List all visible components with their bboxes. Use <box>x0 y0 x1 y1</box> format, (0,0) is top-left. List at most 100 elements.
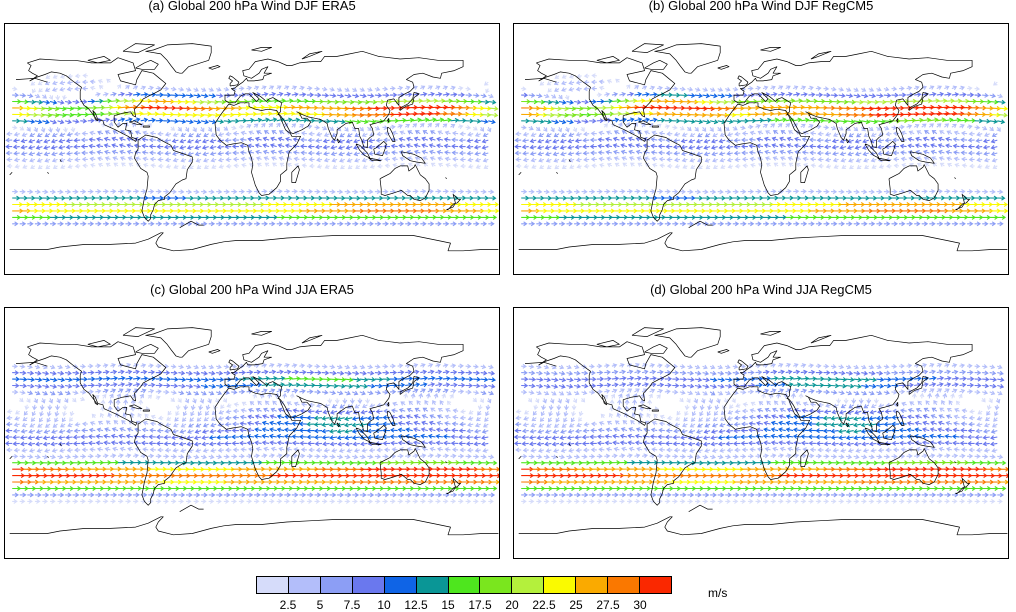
wind-arrow <box>547 417 553 423</box>
wind-arrow <box>731 398 736 404</box>
wind-arrow <box>193 370 201 376</box>
wind-arrow <box>528 125 534 131</box>
wind-arrow <box>672 383 680 389</box>
wind-arrow <box>755 363 762 369</box>
wind-arrow <box>104 149 111 155</box>
wind-arrow <box>186 145 194 150</box>
wind-arrow <box>125 117 133 123</box>
wind-arrow <box>102 453 109 459</box>
wind-arrow <box>329 428 338 434</box>
wind-arrow <box>473 454 480 459</box>
wind-arrow <box>868 460 879 466</box>
wind-arrow <box>725 119 734 125</box>
wind-arrow <box>488 454 495 460</box>
wind-arrow <box>52 164 58 169</box>
wind-arrow <box>276 104 288 110</box>
wind-arrow <box>19 376 28 382</box>
wind-arrow <box>959 434 968 440</box>
wind-arrow <box>446 400 452 406</box>
wind-arrow <box>299 492 307 498</box>
wind-arrow <box>57 486 67 491</box>
wind-arrow <box>165 163 172 169</box>
wind-arrow <box>612 143 620 149</box>
wind-arrow <box>611 117 620 123</box>
wind-arrow <box>554 164 560 170</box>
wind-arrow <box>185 93 194 99</box>
wind-arrow <box>537 138 545 144</box>
wind-arrow <box>359 119 369 125</box>
wind-arrow <box>465 86 471 92</box>
wind-arrow <box>256 130 262 135</box>
wind-arrow <box>763 221 770 227</box>
wind-arrow <box>208 441 217 447</box>
wind-arrow <box>747 434 756 440</box>
wind-arrow <box>374 189 381 195</box>
wind-arrow <box>314 214 324 220</box>
wind-arrow <box>274 392 280 399</box>
wind-arrow <box>125 221 132 227</box>
wind-arrow <box>314 492 322 498</box>
wind-arrow <box>681 157 688 163</box>
wind-arrow <box>876 195 885 201</box>
wind-arrow <box>443 137 451 142</box>
wind-arrow <box>420 433 428 439</box>
wind-arrow <box>19 390 26 395</box>
wind-arrow <box>953 421 960 426</box>
wind-arrow <box>947 162 953 168</box>
wind-arrow <box>132 85 139 90</box>
wind-arrow <box>653 413 658 419</box>
wind-arrow <box>853 106 867 112</box>
wind-arrow <box>118 221 125 227</box>
wind-arrow <box>793 382 802 388</box>
wind-arrow <box>914 85 920 91</box>
wind-arrow <box>361 132 368 138</box>
wind-arrow <box>87 214 97 220</box>
wind-arrow <box>702 119 711 125</box>
wind-arrow <box>765 130 771 135</box>
wind-arrow <box>307 137 315 143</box>
wind-arrow <box>589 434 597 440</box>
wind-arrow <box>412 453 419 459</box>
wind-arrow <box>89 447 96 453</box>
wind-arrow <box>246 195 255 201</box>
wind-arrow <box>26 398 31 404</box>
wind-arrow <box>140 363 147 368</box>
wind-arrow <box>703 145 711 150</box>
wind-arrow <box>952 440 960 446</box>
wind-arrow <box>57 189 64 195</box>
wind-arrow <box>382 92 390 98</box>
wind-arrow <box>936 453 943 459</box>
wind-arrow <box>551 370 558 376</box>
wind-arrow <box>291 195 301 201</box>
wind-arrow <box>36 132 43 138</box>
wind-arrow <box>178 498 185 504</box>
wind-arrow <box>770 460 780 465</box>
wind-arrow <box>102 498 109 504</box>
wind-arrow <box>66 447 73 453</box>
wind-arrow <box>679 195 688 201</box>
wind-arrow <box>141 137 149 142</box>
wind-arrow <box>622 162 628 167</box>
wind-arrow <box>359 195 369 201</box>
wind-arrow <box>12 221 19 227</box>
wind-arrow <box>35 435 43 441</box>
wind-arrow <box>838 126 844 131</box>
wind-arrow <box>487 398 492 404</box>
wind-arrow <box>344 460 354 466</box>
wind-arrow <box>459 415 466 421</box>
wind-arrow <box>44 448 51 453</box>
wind-arrow <box>921 221 929 227</box>
wind-arrow <box>291 369 300 375</box>
wind-arrow <box>173 164 179 169</box>
wind-arrow <box>514 144 522 150</box>
wind-arrow <box>342 398 348 405</box>
wind-arrow <box>922 440 930 446</box>
wind-arrow <box>238 214 248 220</box>
wind-arrow <box>238 221 246 227</box>
wind-arrow <box>59 157 66 163</box>
wind-arrow <box>800 123 806 128</box>
wind-arrow <box>284 221 291 227</box>
wind-arrow <box>170 460 180 466</box>
wind-arrow <box>696 158 703 163</box>
wind-arrow <box>946 446 953 452</box>
